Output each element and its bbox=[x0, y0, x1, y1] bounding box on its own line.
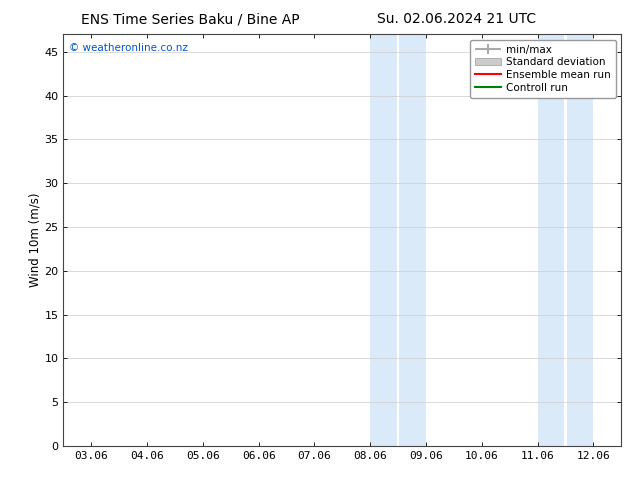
Text: © weatheronline.co.nz: © weatheronline.co.nz bbox=[69, 43, 188, 52]
Bar bbox=[399, 34, 426, 446]
Text: Su. 02.06.2024 21 UTC: Su. 02.06.2024 21 UTC bbox=[377, 12, 536, 26]
Bar bbox=[538, 34, 564, 446]
Bar bbox=[567, 34, 593, 446]
Bar bbox=[370, 34, 397, 446]
Text: ENS Time Series Baku / Bine AP: ENS Time Series Baku / Bine AP bbox=[81, 12, 299, 26]
Y-axis label: Wind 10m (m/s): Wind 10m (m/s) bbox=[29, 193, 42, 287]
Legend: min/max, Standard deviation, Ensemble mean run, Controll run: min/max, Standard deviation, Ensemble me… bbox=[470, 40, 616, 98]
